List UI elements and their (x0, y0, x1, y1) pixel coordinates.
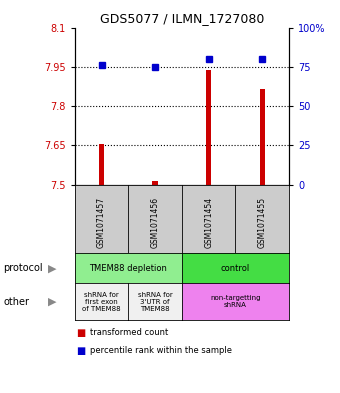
Bar (99, 144, 104, 185)
Text: transformed count: transformed count (90, 328, 168, 337)
Text: ■: ■ (76, 346, 86, 356)
Text: ▶: ▶ (49, 263, 57, 273)
Text: ■: ■ (76, 328, 86, 338)
Text: shRNA for
first exon
of TMEM88: shRNA for first exon of TMEM88 (82, 292, 121, 312)
Text: percentile rank within the sample: percentile rank within the sample (90, 346, 232, 355)
Text: GSM1071455: GSM1071455 (258, 197, 267, 248)
Text: ▶: ▶ (49, 297, 57, 307)
Text: protocol: protocol (3, 263, 43, 273)
Bar (259, 89, 265, 185)
Text: GSM1071457: GSM1071457 (97, 197, 106, 248)
Text: TMEM88 depletion: TMEM88 depletion (89, 264, 167, 273)
Title: GDS5077 / ILMN_1727080: GDS5077 / ILMN_1727080 (100, 12, 264, 25)
Text: other: other (3, 297, 29, 307)
Bar (152, 181, 158, 185)
Text: shRNA for
3'UTR of
TMEM88: shRNA for 3'UTR of TMEM88 (138, 292, 172, 312)
Text: control: control (221, 264, 250, 273)
Text: GSM1071456: GSM1071456 (151, 197, 159, 248)
Text: non-targetting
shRNA: non-targetting shRNA (210, 295, 261, 308)
Bar (206, 70, 211, 185)
Text: GSM1071454: GSM1071454 (204, 197, 213, 248)
